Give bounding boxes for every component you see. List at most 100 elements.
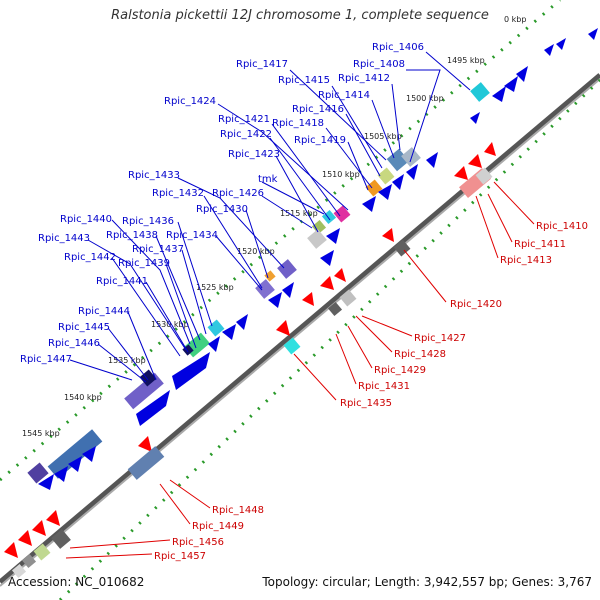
gene-arrow xyxy=(236,314,248,330)
tick-label: 1520 kbp xyxy=(237,247,275,256)
leader-line xyxy=(345,113,381,177)
leader-line xyxy=(261,195,313,229)
leader-line xyxy=(107,327,149,381)
gene-arrow xyxy=(426,152,438,168)
gene-box xyxy=(311,219,327,235)
leader-line xyxy=(127,311,157,381)
gene-box xyxy=(475,167,493,185)
chromosome-backbone xyxy=(0,73,600,584)
gene-arrow xyxy=(382,228,394,242)
gene-label: Rpic_1437 xyxy=(132,244,184,255)
leader-line xyxy=(487,193,513,243)
leader-line xyxy=(177,221,213,327)
gene-label: Rpic_1446 xyxy=(48,338,100,349)
gene-arrow xyxy=(268,292,282,308)
reverse-genes xyxy=(4,142,496,579)
forward-genes xyxy=(27,28,598,490)
gene-label: Rpic_1412 xyxy=(338,73,390,84)
leader-line xyxy=(493,181,535,225)
gene-arrow xyxy=(208,336,220,352)
top-leader-lines xyxy=(69,51,471,383)
gene-box xyxy=(264,270,276,282)
gene-box xyxy=(277,259,297,279)
gene-label: Rpic_1447 xyxy=(20,354,72,365)
gene-label: tmk xyxy=(258,174,278,185)
gene-label: Rpic_1434 xyxy=(166,230,218,241)
leader-line xyxy=(245,209,269,279)
gene-arrow xyxy=(516,66,528,82)
leader-line xyxy=(261,181,325,215)
gene-label: Rpic_1445 xyxy=(58,322,110,333)
gene-arrow xyxy=(454,166,468,180)
gene-label: Rpic_1431 xyxy=(358,381,410,392)
gene-arrow xyxy=(468,154,482,168)
gene-label: Rpic_1443 xyxy=(38,233,90,244)
tick-label: 1535 kbp xyxy=(108,356,146,365)
bottom-gene-labels: Rpic_1410 Rpic_1411 Rpic_1413 Rpic_1420 … xyxy=(154,221,588,562)
gene-box xyxy=(47,429,103,479)
gene-box xyxy=(51,529,71,549)
gene-box xyxy=(283,337,301,355)
outer-dotted-ring xyxy=(0,0,561,482)
gene-arrow xyxy=(82,446,96,462)
gene-label: Rpic_1418 xyxy=(272,118,324,129)
gene-arrow xyxy=(276,320,290,336)
gene-arrow xyxy=(362,196,376,212)
gene-label: Rpic_1420 xyxy=(450,299,502,310)
gene-arrow xyxy=(320,276,334,290)
gene-label: Rpic_1430 xyxy=(196,204,248,215)
leader-line xyxy=(275,155,319,233)
gene-label: Rpic_1422 xyxy=(220,129,272,140)
gene-label: Rpic_1426 xyxy=(212,188,264,199)
tick-labels: 0 kbp 1495 kbp 1500 kbp 1505 kbp 1510 kb… xyxy=(22,15,526,438)
gene-label: Rpic_1421 xyxy=(218,114,270,125)
leader-line xyxy=(159,483,191,525)
leader-line xyxy=(169,479,211,509)
gene-box xyxy=(27,462,49,484)
gene-box xyxy=(127,446,165,480)
leader-line xyxy=(203,195,263,289)
gene-arrow xyxy=(54,466,68,482)
leader-line xyxy=(165,263,197,349)
leader-line xyxy=(347,325,373,369)
gene-arrow xyxy=(334,268,346,282)
chromosome-backbone-shadow xyxy=(0,78,600,587)
gene-box xyxy=(377,167,395,185)
gene-arrow xyxy=(38,474,54,490)
gene-box xyxy=(339,289,357,307)
leader-line xyxy=(289,69,387,161)
gene-label: Rpic_1414 xyxy=(318,90,370,101)
inner-dotted-ring xyxy=(58,78,600,600)
bottom-leader-lines xyxy=(65,181,535,559)
gene-label: Rpic_1413 xyxy=(500,255,552,266)
gene-arrow xyxy=(320,250,334,266)
leader-line xyxy=(87,239,187,351)
gene-arrow xyxy=(32,520,46,536)
gene-box xyxy=(207,319,225,337)
gene-label: Rpic_1428 xyxy=(394,349,446,360)
tick-label: 1510 kbp xyxy=(322,170,360,179)
gene-arrow xyxy=(138,436,152,452)
gene-box xyxy=(470,82,490,102)
gene-box xyxy=(11,563,27,579)
gene-label: Rpic_1417 xyxy=(236,59,288,70)
gene-arrow xyxy=(392,174,404,190)
leader-line xyxy=(331,85,383,169)
gene-arrow xyxy=(68,456,82,472)
leader-line xyxy=(335,333,357,385)
gene-label: Rpic_1406 xyxy=(372,42,424,53)
gene-box xyxy=(33,543,51,561)
gene-label: Rpic_1440 xyxy=(60,214,112,225)
leader-line xyxy=(97,343,147,383)
leader-line xyxy=(361,315,413,337)
leader-line xyxy=(69,539,171,549)
gene-arrow xyxy=(4,542,18,558)
gene-arrow xyxy=(172,352,210,390)
tick-label: 1500 kbp xyxy=(406,94,444,103)
gene-label: Rpic_1415 xyxy=(278,75,330,86)
leader-line xyxy=(406,69,441,163)
leader-line xyxy=(155,235,201,341)
leader-line xyxy=(347,141,369,191)
gene-arrow xyxy=(222,324,236,340)
gene-label: Rpic_1456 xyxy=(172,537,224,548)
